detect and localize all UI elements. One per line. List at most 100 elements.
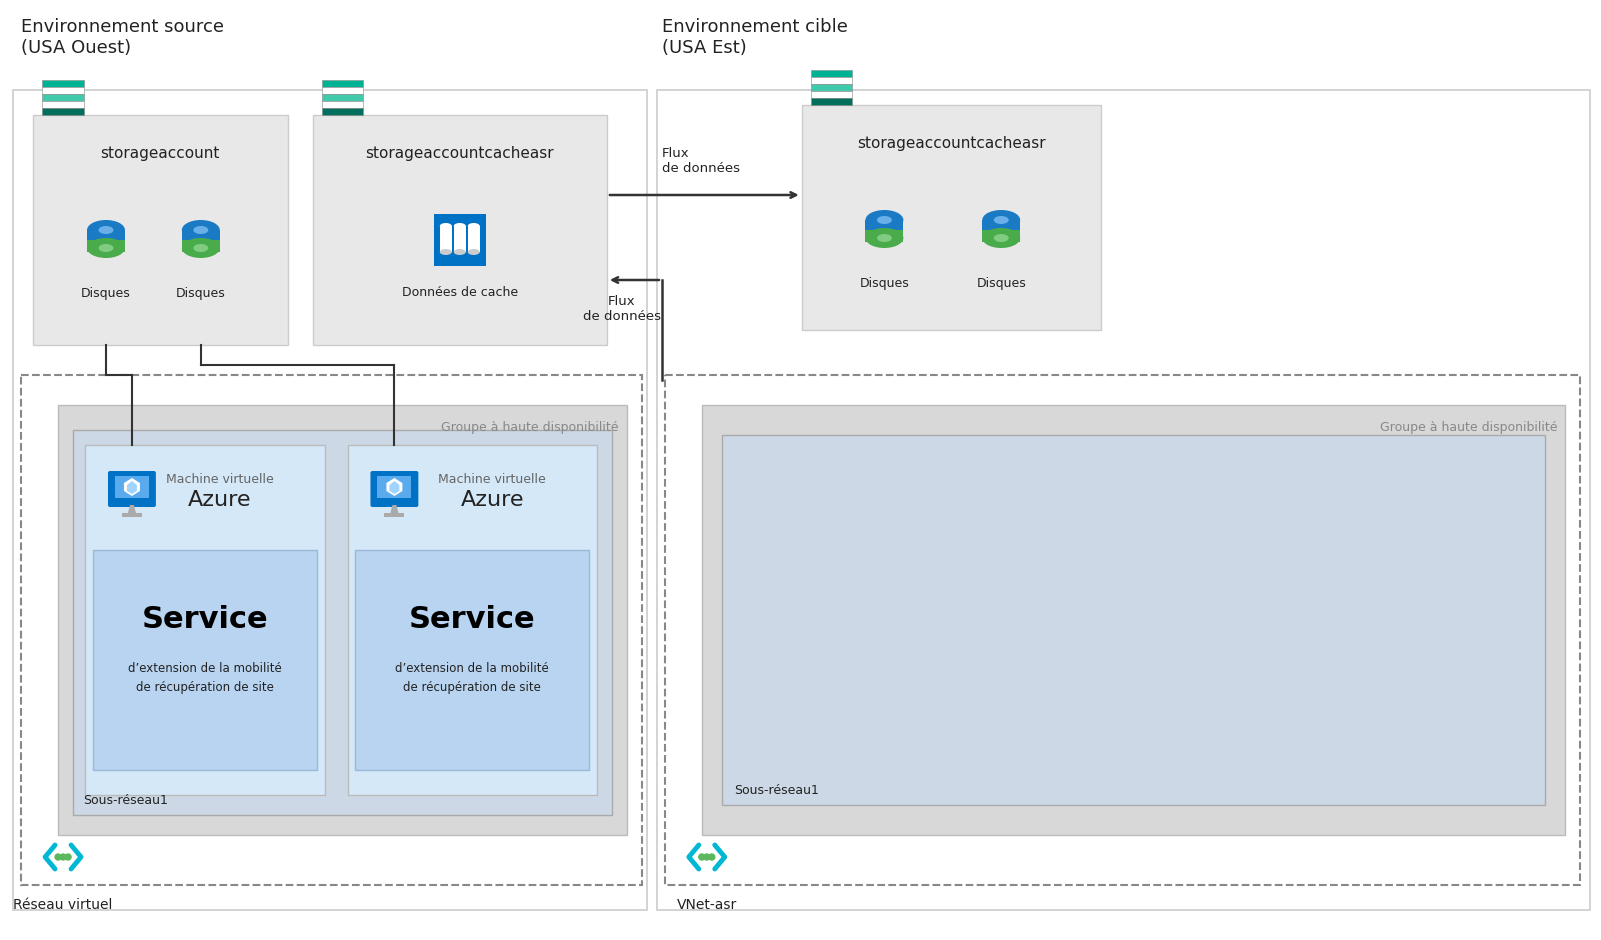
Circle shape xyxy=(698,854,704,860)
Text: Azure: Azure xyxy=(461,490,524,510)
Text: storageaccount: storageaccount xyxy=(101,146,219,161)
Polygon shape xyxy=(128,505,136,513)
Text: VNet-asr: VNet-asr xyxy=(677,898,736,912)
FancyBboxPatch shape xyxy=(107,471,155,507)
Bar xyxy=(810,98,852,104)
Polygon shape xyxy=(126,481,138,494)
Bar xyxy=(384,513,405,517)
Text: Environnement cible
(USA Est): Environnement cible (USA Est) xyxy=(661,18,849,56)
Circle shape xyxy=(704,854,709,860)
Text: Azure: Azure xyxy=(187,490,251,510)
Ellipse shape xyxy=(183,238,219,258)
Polygon shape xyxy=(391,505,399,513)
Text: Machine virtuelle: Machine virtuelle xyxy=(167,473,274,485)
Bar xyxy=(983,220,1020,232)
Bar xyxy=(183,240,219,252)
Bar xyxy=(810,84,852,90)
Ellipse shape xyxy=(99,244,114,252)
Bar xyxy=(42,93,83,101)
Text: Sous-réseau1: Sous-réseau1 xyxy=(83,794,168,807)
Text: d’extension de la mobilité: d’extension de la mobilité xyxy=(395,662,549,675)
Ellipse shape xyxy=(983,228,1020,248)
Text: Service: Service xyxy=(408,605,536,634)
Bar xyxy=(810,70,852,76)
Bar xyxy=(866,230,903,242)
Ellipse shape xyxy=(440,223,451,229)
Text: storageaccountcacheasr: storageaccountcacheasr xyxy=(857,135,1045,150)
Bar xyxy=(322,86,363,93)
Circle shape xyxy=(61,854,66,860)
Bar xyxy=(347,445,597,795)
Ellipse shape xyxy=(99,226,114,234)
Bar xyxy=(322,93,363,101)
Text: d’extension de la mobilité: d’extension de la mobilité xyxy=(128,662,282,675)
Bar xyxy=(183,230,219,242)
Bar xyxy=(122,513,142,517)
Text: Disques: Disques xyxy=(977,276,1026,290)
Ellipse shape xyxy=(194,226,208,234)
Text: Groupe à haute disponibilité: Groupe à haute disponibilité xyxy=(442,421,620,434)
Polygon shape xyxy=(389,481,399,494)
Ellipse shape xyxy=(453,223,466,229)
Bar xyxy=(21,375,642,885)
Ellipse shape xyxy=(440,249,451,255)
Polygon shape xyxy=(123,478,139,496)
Bar xyxy=(810,76,852,84)
Bar xyxy=(42,107,83,115)
Text: Groupe à haute disponibilité: Groupe à haute disponibilité xyxy=(1380,421,1558,434)
Bar xyxy=(453,226,466,252)
Bar xyxy=(701,405,1566,835)
Text: Disques: Disques xyxy=(176,287,226,300)
Bar xyxy=(810,90,852,98)
Bar xyxy=(802,105,1101,330)
Text: Disques: Disques xyxy=(82,287,131,300)
Bar xyxy=(42,80,83,86)
Text: Réseau virtuel: Réseau virtuel xyxy=(13,898,112,912)
Text: Flux
de données: Flux de données xyxy=(661,147,740,175)
Text: Sous-réseau1: Sous-réseau1 xyxy=(733,784,818,797)
Bar xyxy=(74,430,612,815)
Ellipse shape xyxy=(994,234,1009,242)
Bar xyxy=(322,107,363,115)
Ellipse shape xyxy=(467,249,480,255)
Ellipse shape xyxy=(194,244,208,252)
FancyBboxPatch shape xyxy=(370,471,418,507)
Ellipse shape xyxy=(467,223,480,229)
Ellipse shape xyxy=(866,228,903,248)
Bar xyxy=(664,375,1580,885)
Ellipse shape xyxy=(183,220,219,240)
Ellipse shape xyxy=(86,238,125,258)
Ellipse shape xyxy=(994,216,1009,224)
Ellipse shape xyxy=(86,220,125,240)
Text: Données de cache: Données de cache xyxy=(402,287,517,300)
Bar xyxy=(312,115,607,345)
Bar xyxy=(866,220,903,232)
Bar xyxy=(355,550,589,770)
Bar xyxy=(378,476,411,498)
Bar xyxy=(42,86,83,93)
Ellipse shape xyxy=(983,210,1020,230)
Bar xyxy=(42,101,83,107)
Bar xyxy=(85,445,325,795)
Bar xyxy=(34,115,288,345)
Text: de récupération de site: de récupération de site xyxy=(403,682,541,695)
Bar xyxy=(115,476,149,498)
Bar xyxy=(440,226,451,252)
Text: de récupération de site: de récupération de site xyxy=(136,682,274,695)
Circle shape xyxy=(54,854,61,860)
Bar xyxy=(86,230,125,242)
Circle shape xyxy=(66,854,70,860)
Text: Machine virtuelle: Machine virtuelle xyxy=(439,473,546,485)
Bar xyxy=(86,240,125,252)
Bar xyxy=(983,230,1020,242)
Ellipse shape xyxy=(866,210,903,230)
Bar xyxy=(467,226,480,252)
Text: Service: Service xyxy=(141,605,267,634)
Bar xyxy=(322,101,363,107)
Bar xyxy=(322,80,363,86)
Text: Flux
de données: Flux de données xyxy=(583,295,661,323)
Bar xyxy=(13,90,647,910)
Ellipse shape xyxy=(877,216,892,224)
Text: Environnement source
(USA Ouest): Environnement source (USA Ouest) xyxy=(21,18,224,56)
Ellipse shape xyxy=(877,234,892,242)
